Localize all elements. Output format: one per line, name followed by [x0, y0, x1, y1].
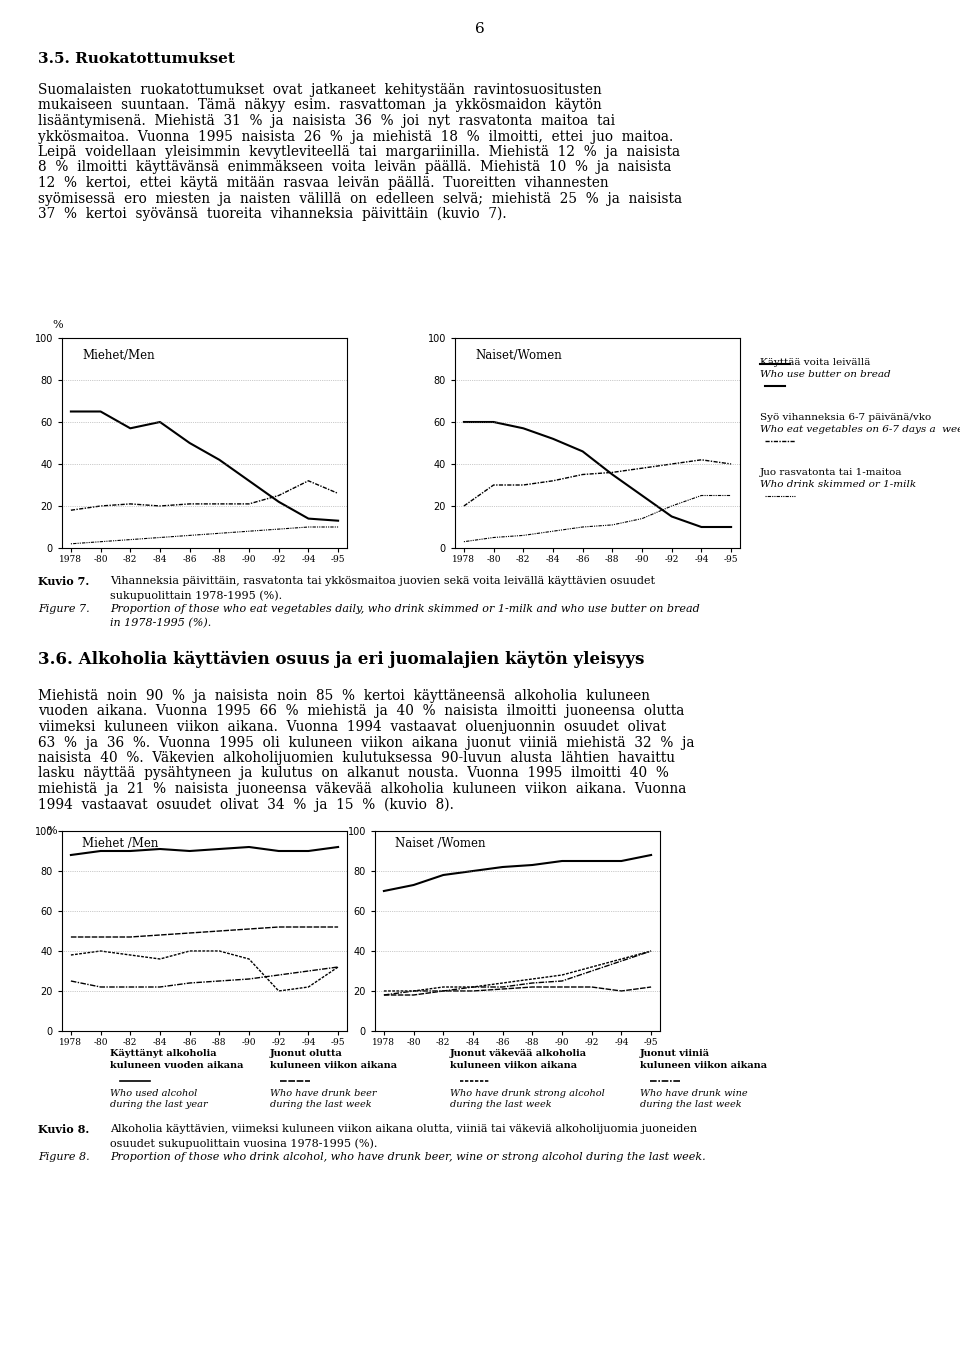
Text: Vihanneksia päivittäin, rasvatonta tai ykkösmaitoa juovien sekä voita leivällä k: Vihanneksia päivittäin, rasvatonta tai y… — [110, 576, 655, 586]
Text: 3.6. Alkoholia käyttävien osuus ja eri juomalajien käytön yleisyys: 3.6. Alkoholia käyttävien osuus ja eri j… — [38, 652, 644, 668]
Text: Kuvio 8.: Kuvio 8. — [38, 1124, 89, 1135]
Text: 12  %  kertoi,  ettei  käytä  mitään  rasvaa  leivän  päällä.  Tuoreitten  vihan: 12 % kertoi, ettei käytä mitään rasvaa l… — [38, 177, 609, 190]
Text: Miehistä  noin  90  %  ja  naisista  noin  85  %  kertoi  käyttäneensä  alkoholi: Miehistä noin 90 % ja naisista noin 85 %… — [38, 689, 650, 704]
Text: osuudet sukupuolittain vuosina 1978-1995 (%).: osuudet sukupuolittain vuosina 1978-1995… — [110, 1138, 377, 1149]
Text: Naiset/Women: Naiset/Women — [475, 349, 562, 361]
Text: during the last week: during the last week — [270, 1101, 372, 1109]
Text: 8  %  ilmoitti  käyttävänsä  enimmäkseen  voita  leivän  päällä.  Miehistä  10  : 8 % ilmoitti käyttävänsä enimmäkseen voi… — [38, 160, 671, 174]
Text: Who have drunk strong alcohol: Who have drunk strong alcohol — [450, 1088, 605, 1098]
Text: kuluneen vuoden aikana: kuluneen vuoden aikana — [110, 1061, 244, 1071]
Text: Juonut viiniä: Juonut viiniä — [640, 1049, 710, 1058]
Text: miehistä  ja  21  %  naisista  juoneensa  väkevää  alkoholia  kuluneen  viikon  : miehistä ja 21 % naisista juoneensa väke… — [38, 782, 686, 795]
Text: kuluneen viikon aikana: kuluneen viikon aikana — [640, 1061, 767, 1071]
Text: Who use butter on bread: Who use butter on bread — [760, 370, 891, 379]
Text: 3.5. Ruokatottumukset: 3.5. Ruokatottumukset — [38, 52, 235, 66]
Text: Proportion of those who drink alcohol, who have drunk beer, wine or strong alcoh: Proportion of those who drink alcohol, w… — [110, 1151, 706, 1162]
Text: %: % — [46, 826, 57, 836]
Text: mukaiseen  suuntaan.  Tämä  näkyy  esim.  rasvattoman  ja  ykkösmaidon  käytön: mukaiseen suuntaan. Tämä näkyy esim. ras… — [38, 99, 602, 112]
Text: %: % — [52, 320, 62, 330]
Text: lisääntymisenä.  Miehistä  31  %  ja  naisista  36  %  joi  nyt  rasvatonta  mai: lisääntymisenä. Miehistä 31 % ja naisist… — [38, 114, 615, 127]
Text: Juonut olutta: Juonut olutta — [270, 1049, 343, 1058]
Text: Juonut väkevää alkoholia: Juonut väkevää alkoholia — [450, 1049, 588, 1058]
Text: Figure 7.: Figure 7. — [38, 604, 89, 615]
Text: Käyttää voita leivällä: Käyttää voita leivällä — [760, 359, 871, 367]
Text: 63  %  ja  36  %.  Vuonna  1995  oli  kuluneen  viikon  aikana  juonut  viiniä  : 63 % ja 36 %. Vuonna 1995 oli kuluneen v… — [38, 735, 694, 749]
Text: viimeksi  kuluneen  viikon  aikana.  Vuonna  1994  vastaavat  oluenjuonnin  osuu: viimeksi kuluneen viikon aikana. Vuonna … — [38, 720, 666, 734]
Text: Miehet /Men: Miehet /Men — [82, 836, 158, 850]
Text: ykkösmaitoa.  Vuonna  1995  naisista  26  %  ja  miehistä  18  %  ilmoitti,  ett: ykkösmaitoa. Vuonna 1995 naisista 26 % j… — [38, 130, 673, 144]
Text: sukupuolittain 1978-1995 (%).: sukupuolittain 1978-1995 (%). — [110, 590, 282, 601]
Text: during the last year: during the last year — [110, 1101, 207, 1109]
Text: Miehet/Men: Miehet/Men — [82, 349, 155, 361]
Text: kuluneen viikon aikana: kuluneen viikon aikana — [450, 1061, 577, 1071]
Text: 6: 6 — [475, 22, 485, 36]
Text: 1994  vastaavat  osuudet  olivat  34  %  ja  15  %  (kuvio  8).: 1994 vastaavat osuudet olivat 34 % ja 15… — [38, 798, 454, 812]
Text: kuluneen viikon aikana: kuluneen viikon aikana — [270, 1061, 397, 1071]
Text: Käyttänyt alkoholia: Käyttänyt alkoholia — [110, 1049, 217, 1058]
Text: lasku  näyttää  pysähtyneen  ja  kulutus  on  alkanut  nousta.  Vuonna  1995  il: lasku näyttää pysähtyneen ja kulutus on … — [38, 767, 669, 780]
Text: Syö vihanneksia 6-7 päivänä/vko: Syö vihanneksia 6-7 päivänä/vko — [760, 413, 931, 422]
Text: Alkoholia käyttävien, viimeksi kuluneen viikon aikana olutta, viiniä tai väkeviä: Alkoholia käyttävien, viimeksi kuluneen … — [110, 1124, 697, 1134]
Text: in 1978-1995 (%).: in 1978-1995 (%). — [110, 617, 211, 628]
Text: vuoden  aikana.  Vuonna  1995  66  %  miehistä  ja  40  %  naisista  ilmoitti  j: vuoden aikana. Vuonna 1995 66 % miehistä… — [38, 705, 684, 719]
Text: Who have drunk beer: Who have drunk beer — [270, 1088, 376, 1098]
Text: Suomalaisten  ruokatottumukset  ovat  jatkaneet  kehitystään  ravintosuositusten: Suomalaisten ruokatottumukset ovat jatka… — [38, 84, 602, 97]
Text: Juo rasvatonta tai 1-maitoa: Juo rasvatonta tai 1-maitoa — [760, 468, 902, 476]
Text: during the last week: during the last week — [450, 1101, 552, 1109]
Text: Kuvio 7.: Kuvio 7. — [38, 576, 89, 587]
Text: Figure 8.: Figure 8. — [38, 1151, 89, 1162]
Text: Proportion of those who eat vegetables daily, who drink skimmed or 1-milk and wh: Proportion of those who eat vegetables d… — [110, 604, 700, 615]
Text: naisista  40  %.  Väkevien  alkoholijuomien  kulutuksessa  90-luvun  alusta  läh: naisista 40 %. Väkevien alkoholijuomien … — [38, 752, 675, 765]
Text: Who drink skimmed or 1-milk: Who drink skimmed or 1-milk — [760, 481, 916, 489]
Text: Who used alcohol: Who used alcohol — [110, 1088, 197, 1098]
Text: Naiset /Women: Naiset /Women — [395, 836, 486, 850]
Text: Who eat vegetables on 6-7 days a  week: Who eat vegetables on 6-7 days a week — [760, 424, 960, 434]
Text: Who have drunk wine: Who have drunk wine — [640, 1088, 748, 1098]
Text: syömisessä  ero  miesten  ja  naisten  välillä  on  edelleen  selvä;  miehistä  : syömisessä ero miesten ja naisten välill… — [38, 192, 683, 205]
Text: 37  %  kertoi  syövänsä  tuoreita  vihanneksia  päivittäin  (kuvio  7).: 37 % kertoi syövänsä tuoreita vihanneksi… — [38, 207, 507, 222]
Text: Leipä  voidellaan  yleisimmin  kevytleviteellä  tai  margariinilla.  Miehistä  1: Leipä voidellaan yleisimmin kevytlevitee… — [38, 145, 680, 159]
Text: during the last week: during the last week — [640, 1101, 742, 1109]
